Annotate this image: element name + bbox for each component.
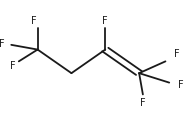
Text: F: F — [31, 16, 37, 26]
Text: F: F — [0, 39, 5, 49]
Text: F: F — [140, 98, 146, 108]
Text: F: F — [174, 49, 180, 59]
Text: F: F — [102, 16, 108, 26]
Text: F: F — [178, 80, 183, 90]
Text: F: F — [10, 61, 16, 71]
